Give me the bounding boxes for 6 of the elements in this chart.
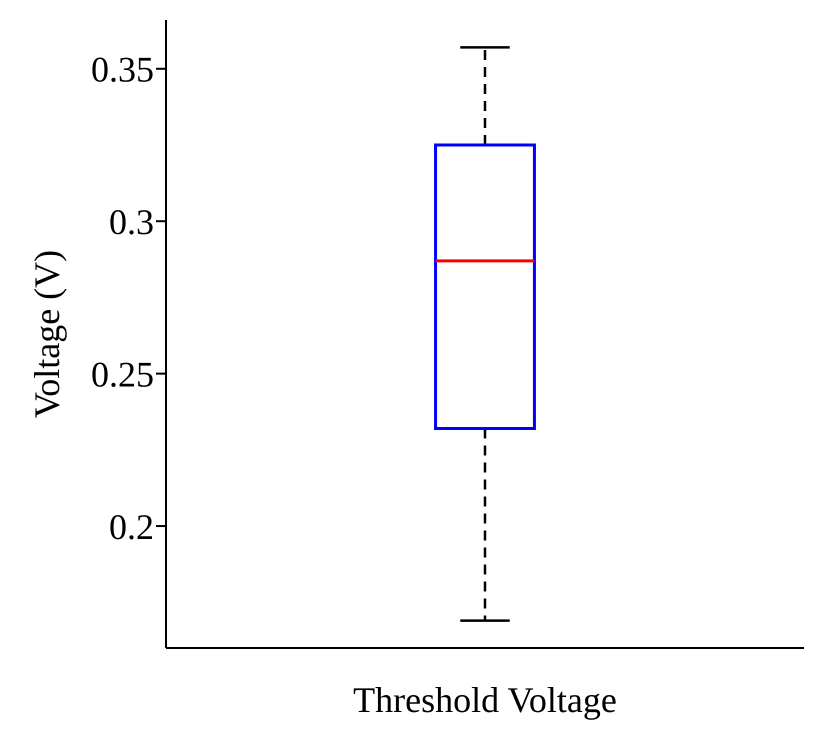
y-tick-label: 0.2 — [109, 506, 154, 547]
y-axis-title: Voltage (V) — [26, 250, 67, 418]
y-tick-label: 0.35 — [91, 50, 154, 90]
y-tick-label: 0.3 — [109, 202, 154, 242]
x-axis-title: Threshold Voltage — [353, 680, 617, 720]
y-tick-label: 0.25 — [91, 354, 154, 394]
